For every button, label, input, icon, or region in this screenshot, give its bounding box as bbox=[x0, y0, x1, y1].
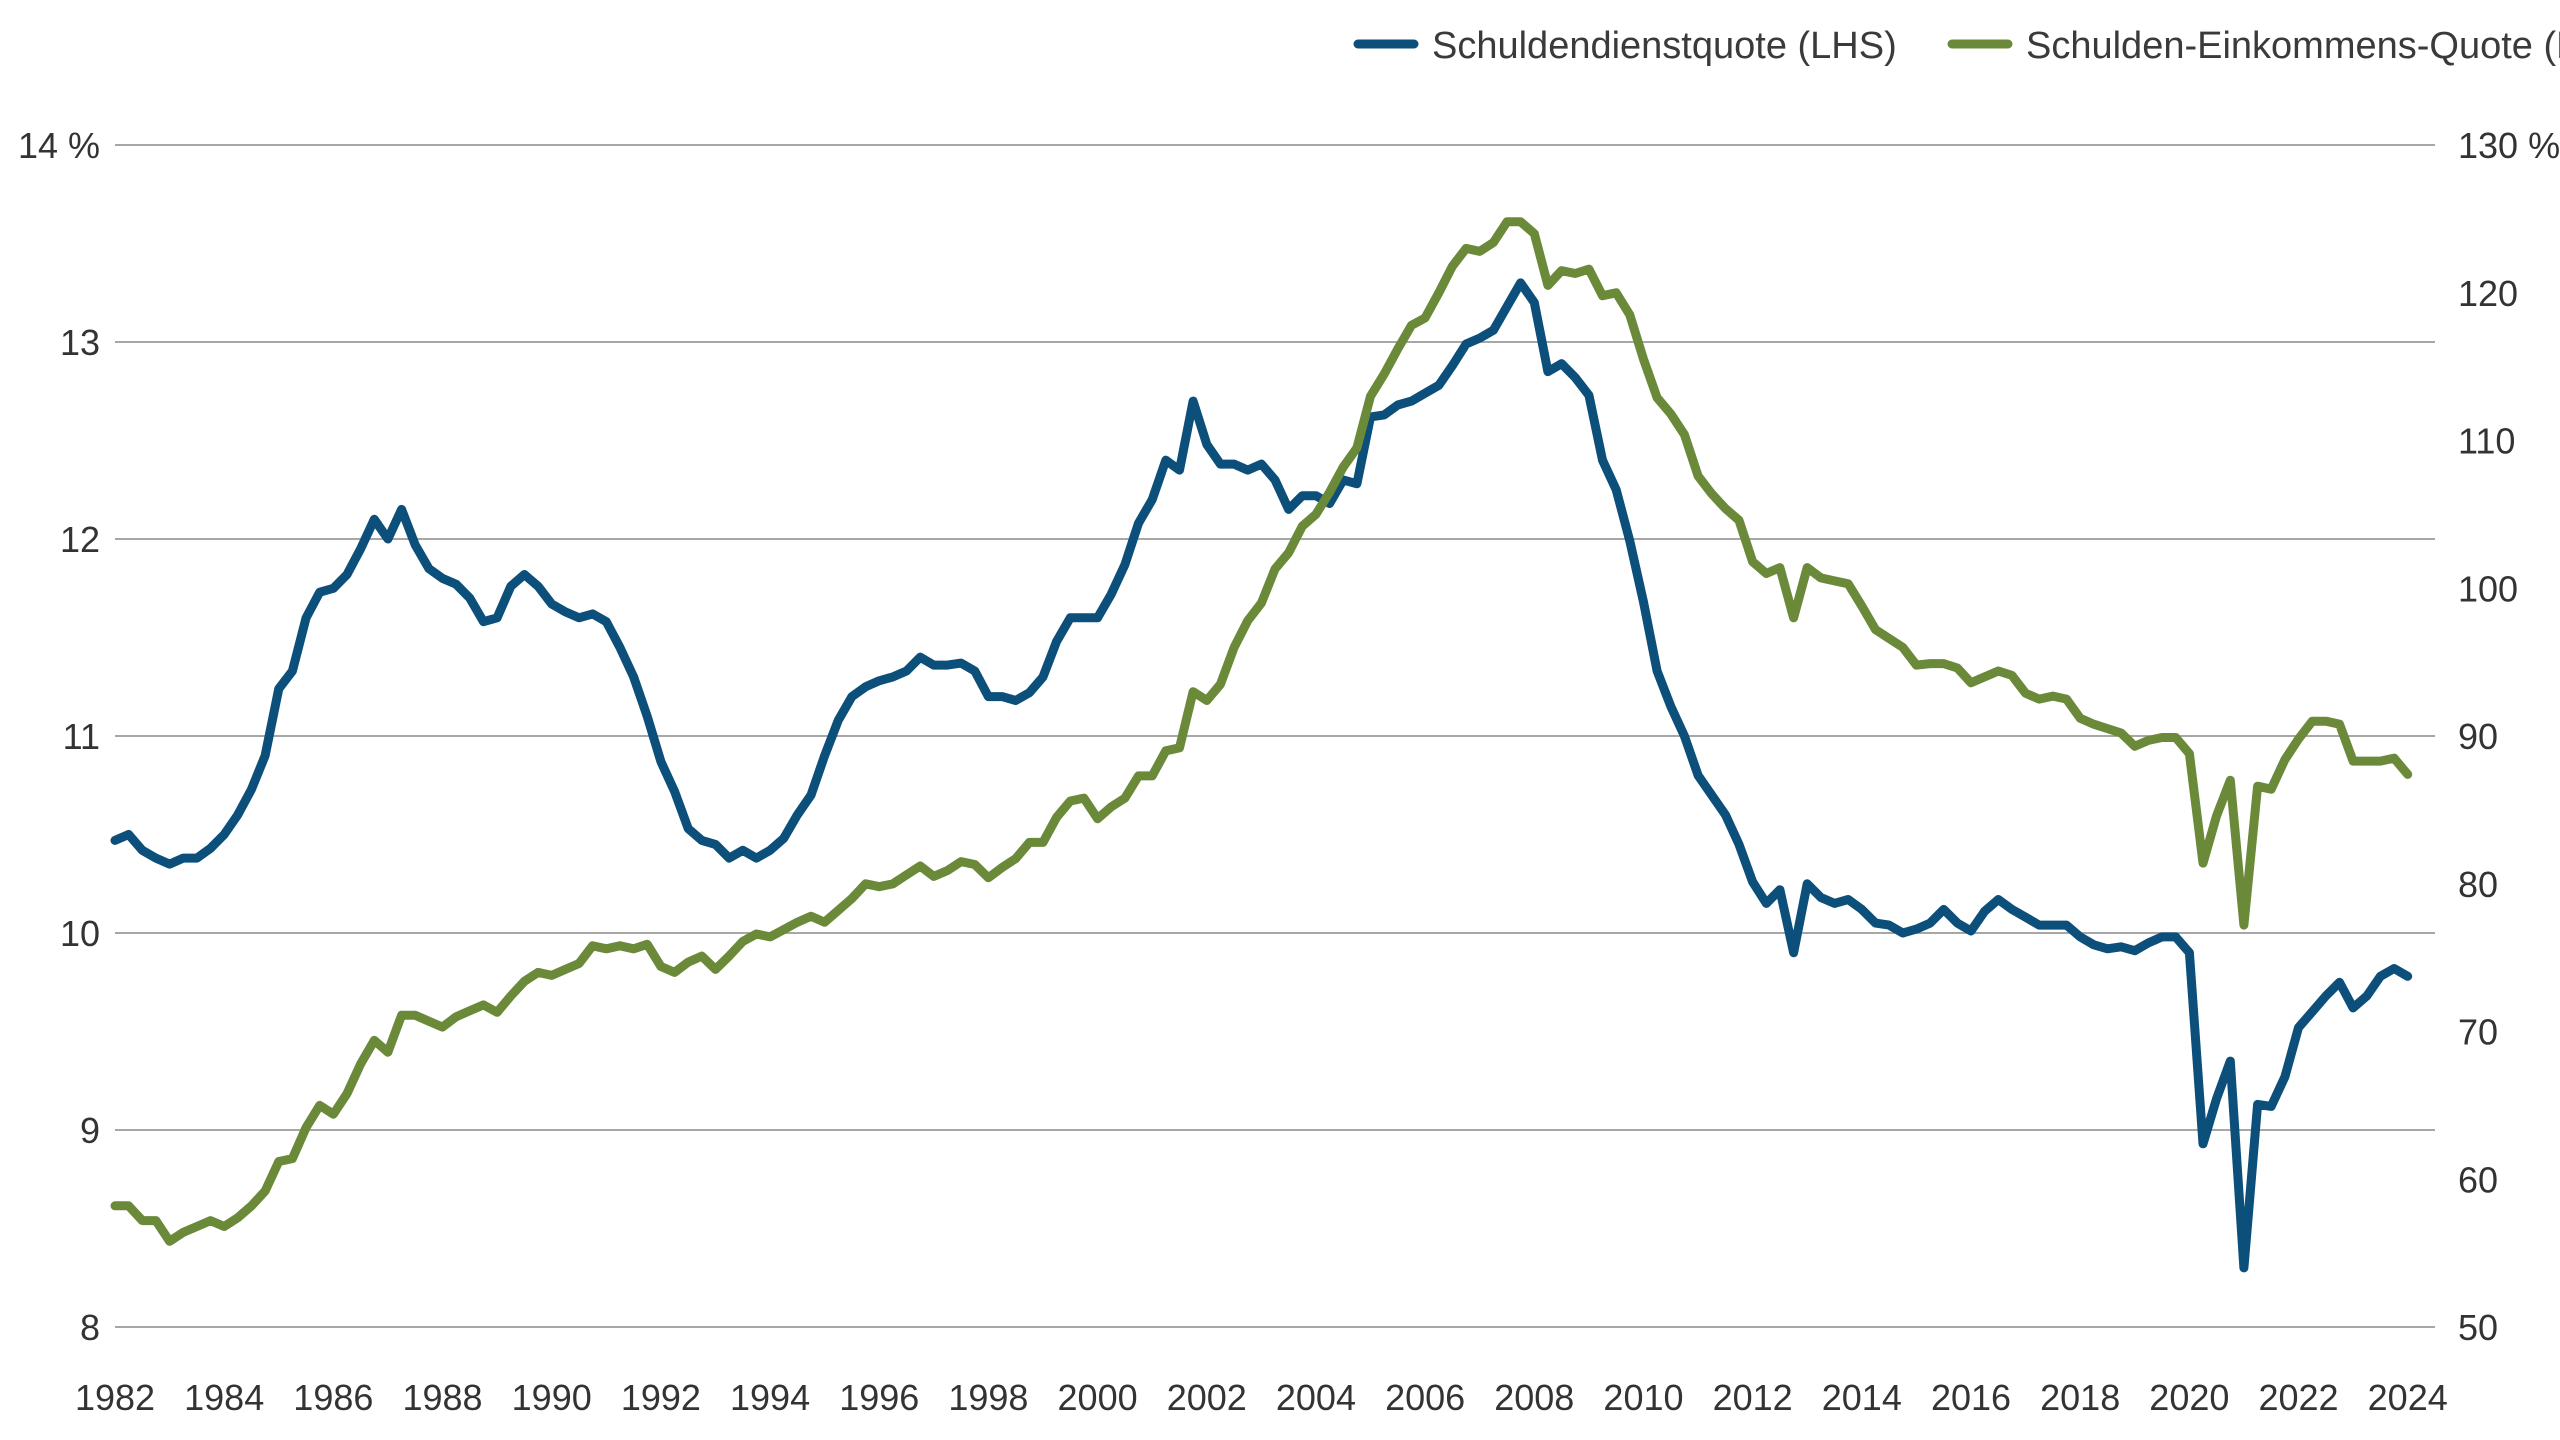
x-tick-label: 2006 bbox=[1385, 1377, 1465, 1418]
legend: Schuldendienstquote (LHS) Schulden-Einko… bbox=[1353, 25, 2560, 67]
x-tick-label: 2004 bbox=[1276, 1377, 1356, 1418]
x-tick-label: 1988 bbox=[402, 1377, 482, 1418]
x-tick-label: 2012 bbox=[1713, 1377, 1793, 1418]
x-tick-label: 2024 bbox=[2368, 1377, 2448, 1418]
x-tick-label: 2014 bbox=[1822, 1377, 1902, 1418]
left-tick-label: 10 bbox=[60, 913, 100, 954]
right-tick-label: 130 % bbox=[2458, 125, 2560, 166]
left-tick-label: 14 % bbox=[18, 125, 100, 166]
legend-label-debt-service: Schuldendienstquote (LHS) bbox=[1432, 25, 1897, 67]
x-tick-label: 2016 bbox=[1931, 1377, 2011, 1418]
x-tick-label: 1994 bbox=[730, 1377, 810, 1418]
left-tick-label: 12 bbox=[60, 519, 100, 560]
right-tick-label: 70 bbox=[2458, 1012, 2498, 1053]
right-tick-label: 50 bbox=[2458, 1307, 2498, 1348]
right-axis-ticks: 50 60 70 80 90 100 110 120 130 % bbox=[2458, 125, 2560, 1348]
x-tick-label: 1984 bbox=[184, 1377, 264, 1418]
right-tick-label: 100 bbox=[2458, 568, 2518, 609]
left-tick-label: 8 bbox=[80, 1307, 100, 1348]
x-tick-label: 1998 bbox=[948, 1377, 1028, 1418]
right-tick-label: 90 bbox=[2458, 716, 2498, 757]
x-tick-label: 2018 bbox=[2040, 1377, 2120, 1418]
left-tick-label: 13 bbox=[60, 322, 100, 363]
x-tick-label: 2000 bbox=[1058, 1377, 1138, 1418]
x-axis-ticks: 1982 1984 1986 1988 1990 1992 1994 1996 1998 2000… bbox=[75, 1377, 2448, 1418]
x-tick-label: 1990 bbox=[512, 1377, 592, 1418]
x-tick-label: 2008 bbox=[1494, 1377, 1574, 1418]
left-tick-label: 9 bbox=[80, 1110, 100, 1151]
left-tick-label: 11 bbox=[63, 716, 100, 757]
x-tick-label: 2022 bbox=[2258, 1377, 2338, 1418]
x-tick-label: 2010 bbox=[1603, 1377, 1683, 1418]
grid-lines bbox=[115, 144, 2435, 1328]
x-tick-label: 1986 bbox=[293, 1377, 373, 1418]
right-tick-label: 80 bbox=[2458, 864, 2498, 905]
right-tick-label: 120 bbox=[2458, 273, 2518, 314]
series-line-debt-income bbox=[110, 217, 2413, 1246]
series-group bbox=[110, 217, 2413, 1273]
x-tick-label: 1982 bbox=[75, 1377, 155, 1418]
x-tick-label: 2002 bbox=[1167, 1377, 1247, 1418]
x-tick-label: 2020 bbox=[2149, 1377, 2229, 1418]
legend-label-debt-income: Schulden-Einkommens-Quote (RHS) bbox=[2026, 25, 2560, 67]
series-line-debt-service bbox=[110, 278, 2413, 1273]
left-axis-ticks: 8 9 10 11 12 13 14 % bbox=[18, 125, 100, 1348]
right-tick-label: 60 bbox=[2458, 1159, 2498, 1200]
right-tick-label: 110 bbox=[2458, 421, 2515, 462]
x-tick-label: 1996 bbox=[839, 1377, 919, 1418]
x-tick-label: 1992 bbox=[621, 1377, 701, 1418]
